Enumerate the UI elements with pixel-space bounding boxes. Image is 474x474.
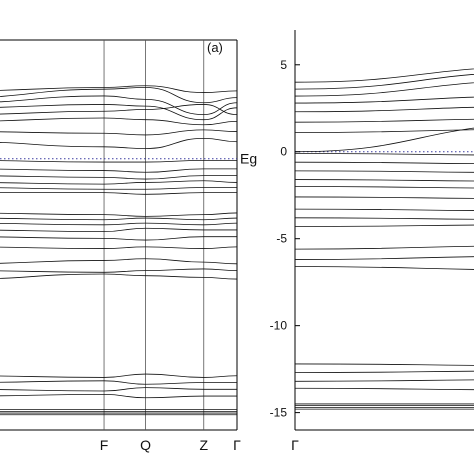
band-line	[0, 104, 237, 121]
band-line	[0, 137, 237, 149]
band-line	[295, 363, 474, 366]
band-line	[295, 387, 474, 391]
panel-b: 50-5-10-15ΓFQ	[270, 30, 474, 453]
y-tick-label: 5	[280, 58, 287, 72]
band-line	[295, 179, 474, 182]
band-line	[0, 129, 237, 136]
band-line	[0, 227, 237, 233]
band-line	[295, 96, 474, 104]
band-line	[295, 379, 474, 382]
band-line	[295, 224, 474, 227]
band-line	[0, 95, 237, 116]
band-line	[295, 170, 474, 173]
band-line	[295, 208, 474, 212]
kpoint-label: Γ	[233, 437, 241, 453]
band-line	[295, 153, 474, 156]
panel-label: (a)	[207, 40, 223, 55]
band-line	[0, 175, 237, 180]
band-line	[295, 266, 474, 270]
band-line	[0, 393, 237, 399]
band-line	[0, 217, 237, 221]
band-line	[295, 370, 474, 374]
band-line	[295, 129, 474, 134]
y-tick-label: 0	[280, 145, 287, 159]
band-line	[295, 73, 474, 90]
band-line	[295, 186, 474, 189]
band-line	[295, 68, 474, 83]
band-line	[0, 222, 237, 226]
band-line	[295, 256, 474, 260]
y-tick-label: -15	[270, 406, 288, 420]
band-line	[0, 159, 237, 163]
band-line	[0, 246, 237, 249]
band-line	[295, 118, 474, 123]
band-line	[0, 87, 237, 104]
band-line	[0, 373, 237, 378]
panel-a: ΓFQZΓ(a)Eg	[0, 39, 257, 453]
band-line	[0, 192, 237, 195]
band-line	[295, 245, 474, 250]
kpoint-label: Γ	[291, 437, 299, 453]
band-line	[0, 387, 237, 392]
band-line	[0, 187, 237, 190]
band-lines	[295, 68, 474, 410]
band-line	[0, 236, 237, 241]
kpoint-label: Q	[140, 437, 151, 453]
band-line	[295, 196, 474, 199]
band-line	[0, 117, 237, 126]
band-line	[295, 82, 474, 97]
band-line	[0, 168, 237, 173]
y-tick-label: -10	[270, 319, 288, 333]
band-line	[295, 106, 474, 113]
band-line	[295, 161, 474, 165]
fermi-label: Eg	[240, 151, 257, 167]
band-line	[0, 268, 237, 273]
band-line	[0, 380, 237, 385]
band-line	[0, 180, 237, 185]
band-line	[295, 127, 474, 153]
band-line	[0, 85, 237, 93]
band-lines	[0, 85, 237, 416]
band-line	[0, 104, 237, 116]
band-line	[295, 217, 474, 220]
band-line	[0, 273, 237, 280]
y-tick-label: -5	[276, 232, 287, 246]
band-line	[0, 212, 237, 217]
kpoint-label: Z	[199, 437, 208, 453]
kpoint-label: F	[100, 437, 109, 453]
band-line	[0, 258, 237, 265]
